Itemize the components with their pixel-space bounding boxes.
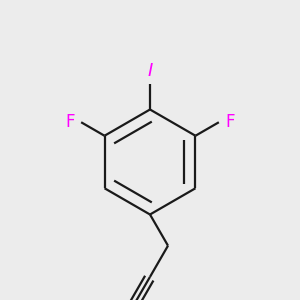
Text: I: I — [147, 62, 153, 80]
Text: F: F — [65, 113, 75, 131]
Text: F: F — [225, 113, 235, 131]
